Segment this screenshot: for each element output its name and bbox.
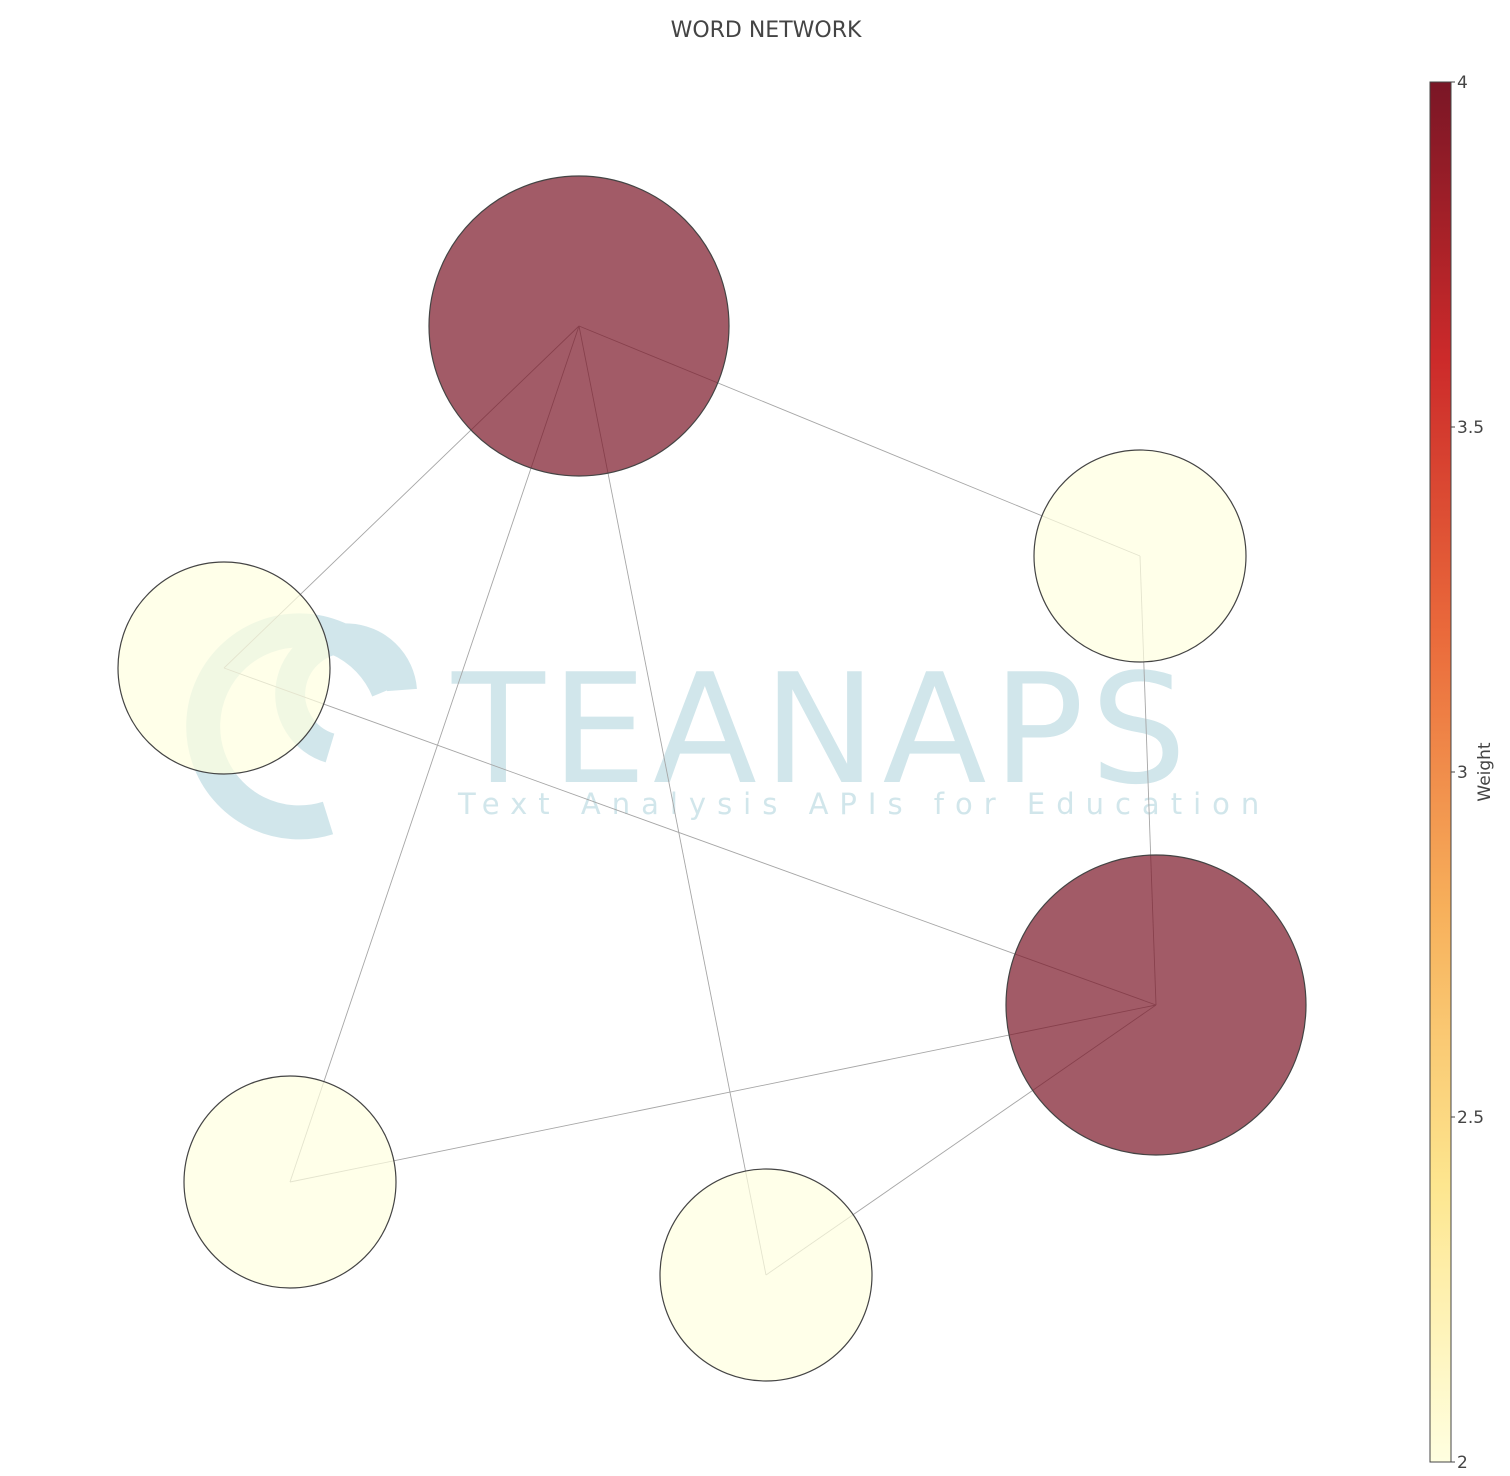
nodes-layer [117,175,1307,1382]
node-6[interactable] [1033,449,1247,663]
colorbar: 2 2.5 3 3.5 4 Weight [1429,73,1495,1473]
colorbar-tick-label: 3.5 [1457,418,1484,438]
edge-4-2 [223,667,1157,1006]
node-5[interactable] [659,1168,873,1382]
colorbar-gradient-bar [1429,81,1452,1463]
node-1[interactable] [428,175,730,477]
colorbar-tick-label: 3 [1457,763,1468,783]
chart-title: WORD NETWORK [671,18,862,43]
colorbar-tick-label: 2.5 [1457,1108,1484,1128]
colorbar-tick-label: 2 [1457,1453,1468,1473]
colorbar-ticks: 2 2.5 3 3.5 4 [1451,73,1484,1473]
colorbar-title: Weight [1475,742,1495,802]
node-3[interactable] [183,1075,397,1289]
colorbar-tick-label: 4 [1457,73,1468,93]
watermark-logo-tagline: Text Analysis APIs for Education [457,787,1270,821]
node-2[interactable] [117,561,331,775]
node-4[interactable] [1005,854,1307,1156]
watermark-logo-text: TEANAPS [451,641,1193,818]
teanaps-watermark-logo: TEANAPS Text Analysis APIs for Education [186,613,1270,840]
edge-1-5 [578,325,767,1276]
